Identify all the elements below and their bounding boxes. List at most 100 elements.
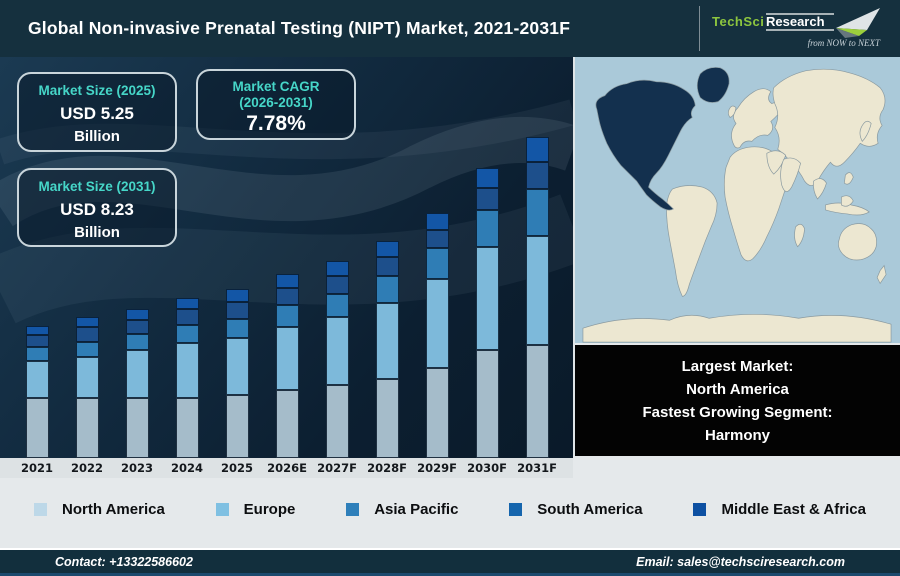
bar-segment-asia-pacific bbox=[425, 248, 449, 279]
bar-2030F bbox=[475, 168, 499, 458]
legend-label: Europe bbox=[243, 500, 296, 518]
bar-segment-middle-east-africa bbox=[325, 261, 349, 276]
contact-text: Contact: +13322586602 bbox=[55, 554, 193, 569]
fastest-segment-label: Fastest Growing Segment: bbox=[642, 404, 833, 421]
world-map-svg bbox=[575, 57, 900, 343]
logo-brand-primary: TechSci bbox=[712, 14, 764, 29]
bar-segment-middle-east-africa bbox=[275, 274, 299, 288]
legend-swatch bbox=[34, 502, 47, 516]
bar-2031F bbox=[525, 137, 549, 458]
bar-segment-europe bbox=[325, 317, 349, 385]
bar-segment-north-america bbox=[425, 368, 449, 458]
stat-value: USD 8.23 bbox=[60, 200, 134, 219]
bar-segment-europe bbox=[375, 303, 399, 379]
bar-2025 bbox=[225, 289, 249, 458]
bar-segment-south-america bbox=[275, 288, 299, 305]
bar-segment-middle-east-africa bbox=[75, 317, 99, 327]
bar-segment-middle-east-africa bbox=[525, 137, 549, 162]
x-axis-label: 2021 bbox=[20, 461, 53, 475]
bar-segment-north-america bbox=[125, 398, 149, 458]
bar-segment-asia-pacific bbox=[125, 334, 149, 350]
map-region-borneo bbox=[841, 195, 854, 207]
bar-2029F bbox=[425, 213, 449, 458]
bar-segment-south-america bbox=[75, 327, 99, 342]
legend-item-europe: Europe bbox=[215, 500, 296, 518]
legend-item-north-america: North America bbox=[34, 501, 165, 518]
stat-value: USD 5.25 bbox=[60, 104, 134, 123]
x-axis-label: 2024 bbox=[170, 461, 203, 475]
largest-market-box: Largest Market: North America Fastest Gr… bbox=[575, 345, 900, 456]
stat-title: Market Size (2031) bbox=[38, 179, 156, 194]
legend-item-middle-east-africa: Middle East & Africa bbox=[693, 500, 866, 518]
stat-unit: Billion bbox=[74, 224, 120, 241]
bar-segment-south-america bbox=[225, 302, 249, 319]
x-axis-label: 2028F bbox=[367, 461, 407, 475]
logo-brand-secondary: Research bbox=[766, 14, 825, 29]
bar-segment-north-america bbox=[375, 379, 399, 458]
bar-2027F bbox=[325, 261, 349, 458]
map-region-south-america bbox=[666, 185, 718, 297]
bar-segment-europe bbox=[475, 247, 499, 350]
map-region-asia bbox=[772, 68, 886, 186]
bar-2026E bbox=[275, 274, 299, 458]
stat-unit: Billion bbox=[74, 128, 120, 145]
logo-arrow-icon bbox=[836, 7, 880, 38]
x-axis-label: 2027F bbox=[317, 461, 357, 475]
bar-segment-north-america bbox=[175, 398, 199, 458]
bar-segment-europe bbox=[175, 343, 199, 398]
bar-segment-north-america bbox=[475, 350, 499, 458]
bar-segment-south-america bbox=[475, 188, 499, 210]
stat-title-line2: (2026-2031) bbox=[239, 95, 313, 110]
legend-label: Asia Pacific bbox=[374, 500, 459, 518]
bar-segment-south-america bbox=[525, 162, 549, 189]
bar-segment-asia-pacific bbox=[325, 294, 349, 317]
map-region-greenland-highlighted bbox=[696, 67, 730, 103]
map-region-antarctica bbox=[582, 313, 892, 343]
x-axis-label: 2026E bbox=[267, 461, 307, 475]
bar-segment-europe bbox=[525, 236, 549, 345]
largest-market-label: Largest Market: bbox=[681, 358, 794, 375]
bar-segment-europe bbox=[275, 327, 299, 390]
x-axis-label: 2029F bbox=[417, 461, 457, 475]
bar-segment-europe bbox=[25, 361, 49, 398]
bar-segment-asia-pacific bbox=[225, 319, 249, 338]
map-region-philippines bbox=[843, 172, 854, 185]
bar-segment-south-america bbox=[25, 335, 49, 347]
bar-segment-south-america bbox=[325, 276, 349, 294]
map-region-se-asia bbox=[813, 178, 827, 200]
bar-segment-europe bbox=[75, 357, 99, 398]
legend-swatch bbox=[215, 502, 229, 516]
bar-segment-middle-east-africa bbox=[125, 309, 149, 320]
map-region-madagascar bbox=[794, 223, 805, 248]
map-region-new-zealand bbox=[876, 264, 887, 285]
logo-tagline: from NOW to NEXT bbox=[808, 38, 881, 48]
bar-2023 bbox=[125, 309, 149, 458]
footer: Contact: +13322586602 Email: sales@techs… bbox=[0, 548, 900, 576]
techsci-logo: TechSci Research from NOW to NEXT bbox=[699, 6, 892, 51]
bar-2028F bbox=[375, 241, 399, 458]
bar-segment-south-america bbox=[375, 257, 399, 276]
legend-item-south-america: South America bbox=[509, 501, 643, 518]
bar-segment-asia-pacific bbox=[375, 276, 399, 303]
map-region-india bbox=[780, 157, 801, 192]
chart-legend: North America Europe Asia Pacific South Ame… bbox=[0, 492, 900, 526]
x-axis-label: 2025 bbox=[220, 461, 253, 475]
stat-box-market-size-2025: Market Size (2025) USD 5.25 Billion bbox=[17, 72, 177, 152]
bar-segment-asia-pacific bbox=[75, 342, 99, 357]
bar-segment-europe bbox=[425, 279, 449, 368]
bar-segment-north-america bbox=[525, 345, 549, 458]
bar-segment-middle-east-africa bbox=[475, 168, 499, 188]
bar-segment-middle-east-africa bbox=[225, 289, 249, 302]
legend-label: North America bbox=[62, 500, 165, 518]
bar-segment-middle-east-africa bbox=[25, 326, 49, 335]
email-text: Email: sales@techsciresearch.com bbox=[636, 554, 845, 569]
bar-segment-middle-east-africa bbox=[425, 213, 449, 230]
x-axis-label: 2022 bbox=[70, 461, 103, 475]
map-region-africa bbox=[723, 146, 790, 262]
legend-label: Middle East & Africa bbox=[721, 500, 866, 518]
bar-segment-asia-pacific bbox=[275, 305, 299, 327]
bar-segment-middle-east-africa bbox=[375, 241, 399, 257]
legend-swatch bbox=[509, 502, 523, 516]
map-region-uk bbox=[727, 105, 737, 118]
